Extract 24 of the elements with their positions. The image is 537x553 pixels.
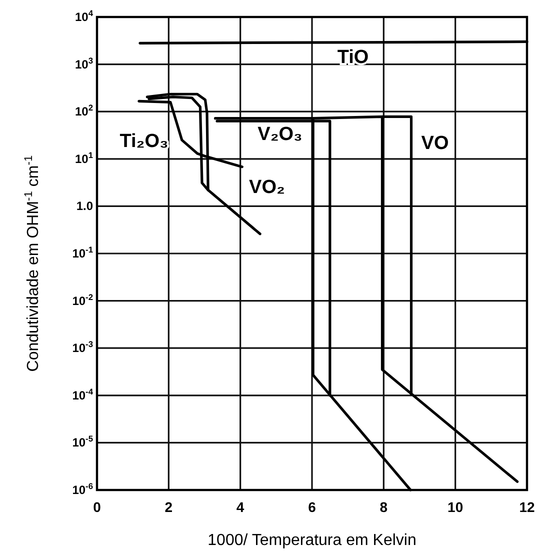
- y-tick-label: 10$^{-6}$: [72, 481, 94, 497]
- x-tick-label: 4: [236, 499, 244, 515]
- annotation: VO₂: [249, 177, 285, 198]
- x-tick-label: 2: [164, 499, 173, 515]
- annotation: TiO: [337, 47, 369, 68]
- annotation: V₂O₃: [258, 124, 302, 146]
- y-tick-label: 10$^{1}$: [74, 150, 94, 166]
- y-tick-label: 10$^{-5}$: [72, 434, 94, 450]
- x-tick-label: 10: [448, 499, 464, 515]
- y-tick-label: 10$^{2}$: [74, 102, 94, 119]
- y-tick-label: 10$^{-4}$: [72, 386, 94, 402]
- x-tick-label: 8: [380, 499, 388, 515]
- x-tick-label: 12: [519, 499, 535, 515]
- y-tick-label: 10$^{-3}$: [72, 339, 94, 356]
- x-axis-title: 1000/ Temperatura em Kelvin: [208, 532, 416, 549]
- y-tick-label: 10$^{4}$: [74, 8, 94, 24]
- y-tick-label: 10$^{-2}$: [72, 292, 94, 308]
- y-tick-label: 10$^{-1}$: [72, 244, 94, 260]
- annotation: Ti₂O₃: [120, 131, 168, 152]
- annotation: VO: [421, 133, 449, 154]
- x-tick-label: 0: [93, 499, 102, 515]
- x-tick-label: 6: [308, 499, 316, 515]
- y-tick-label: 1.0: [76, 199, 94, 214]
- y-tick-label: 10$^{3}$: [74, 55, 94, 72]
